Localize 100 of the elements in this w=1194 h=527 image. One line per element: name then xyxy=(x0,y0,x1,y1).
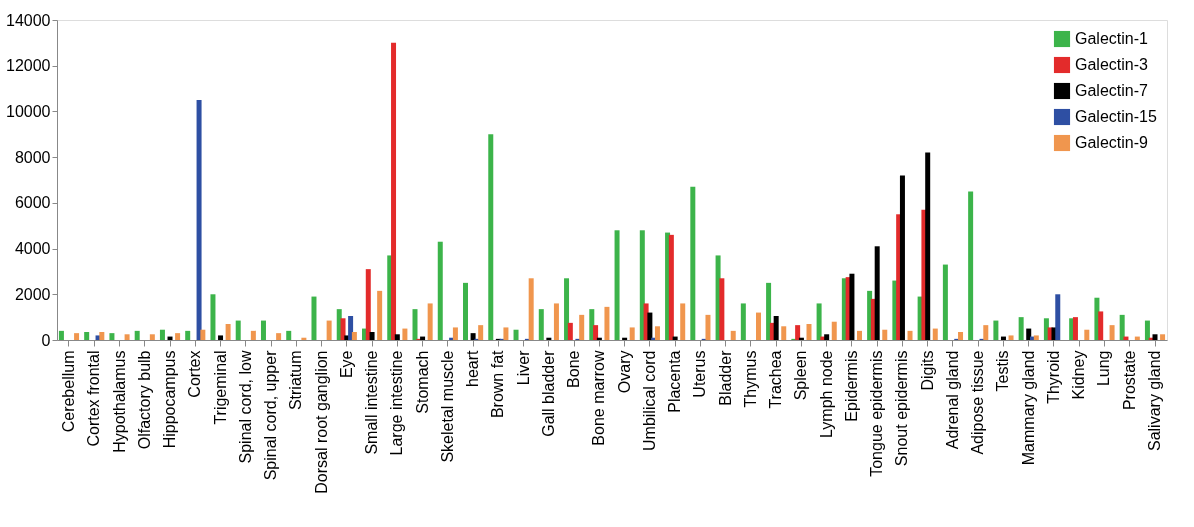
bar xyxy=(452,327,458,340)
x-tick-label: Spinal cord, low xyxy=(236,350,254,464)
bar xyxy=(1026,328,1032,340)
x-tick-label: Trigeminal xyxy=(211,350,229,425)
bar xyxy=(831,321,837,340)
legend-label: Galectin-7 xyxy=(1075,82,1149,99)
bar xyxy=(478,325,484,340)
bar xyxy=(84,332,90,340)
bar xyxy=(185,330,191,340)
bar xyxy=(58,330,64,340)
x-tick-label: Prostate xyxy=(1120,350,1138,411)
bar xyxy=(365,269,371,340)
bar xyxy=(589,309,595,340)
bar xyxy=(593,325,599,340)
bar xyxy=(351,332,357,340)
bar xyxy=(942,264,948,340)
bar xyxy=(412,309,418,340)
x-tick-label: Thyroid xyxy=(1044,350,1062,404)
x-tick-label: Hippocampus xyxy=(161,350,179,449)
bar xyxy=(391,42,397,340)
x-tick-label: Bladder xyxy=(716,349,734,406)
x-tick-label: Spleen xyxy=(792,350,810,401)
bar xyxy=(690,186,696,340)
bar xyxy=(596,337,602,340)
bar xyxy=(781,326,787,340)
bar xyxy=(730,330,736,340)
x-tick-label: Umbilical cord xyxy=(640,350,658,451)
x-tick-label: Stomach xyxy=(413,350,431,414)
bar xyxy=(755,312,761,340)
bar xyxy=(488,134,494,340)
bar xyxy=(286,330,292,340)
x-tick-label: Eye xyxy=(337,350,355,379)
y-tick-label: 0 xyxy=(41,331,51,349)
x-tick-label: Snout epidermis xyxy=(893,350,911,467)
x-tick-label: Skeletal muscle xyxy=(438,350,456,463)
legend-label: Galectin-9 xyxy=(1075,134,1149,151)
y-tick-label: 12000 xyxy=(6,57,51,75)
bar xyxy=(528,278,534,340)
bar xyxy=(1144,320,1150,340)
x-tick-label: Digits xyxy=(918,350,936,391)
bar xyxy=(210,294,216,340)
bar xyxy=(149,334,155,340)
x-tick-label: Bone xyxy=(565,350,583,388)
x-tick-label: Adrenal gland xyxy=(943,350,961,450)
bar xyxy=(1109,325,1115,340)
bar xyxy=(276,333,282,340)
bar xyxy=(654,326,660,340)
bar xyxy=(74,333,80,340)
bar xyxy=(311,296,317,340)
bar xyxy=(503,327,509,340)
x-tick-label: Striatum xyxy=(287,350,305,411)
bar xyxy=(766,282,772,340)
x-tick-label: Large intestine xyxy=(388,350,406,456)
x-tick-label: Olfactory bulb xyxy=(135,350,153,450)
x-tick-label: Dorsal root ganglion xyxy=(312,350,330,494)
bar xyxy=(134,330,140,340)
bar xyxy=(874,246,880,340)
bar xyxy=(932,328,938,340)
bar xyxy=(680,303,686,340)
bar xyxy=(218,335,224,340)
bar xyxy=(1098,311,1104,340)
bar xyxy=(564,278,570,340)
bar xyxy=(1008,335,1014,340)
bar xyxy=(538,309,544,340)
bar xyxy=(824,334,830,340)
x-tick-label: Trachea xyxy=(767,350,785,409)
bar xyxy=(1018,317,1024,340)
bar xyxy=(719,278,725,340)
bar xyxy=(983,325,989,340)
bar xyxy=(567,322,573,340)
x-tick-label: Tongue epidermis xyxy=(868,350,886,477)
bar xyxy=(109,333,115,340)
bar xyxy=(849,273,855,340)
x-tick-label: Cerebellum xyxy=(60,350,77,433)
x-tick-label: Thymus xyxy=(741,350,759,408)
bar xyxy=(546,337,552,340)
bar xyxy=(958,332,964,340)
bar xyxy=(513,329,519,340)
bar xyxy=(99,332,105,340)
x-tick-label: Gall bladder xyxy=(539,349,557,437)
x-tick-label: Ovary xyxy=(615,350,633,394)
bar xyxy=(470,333,476,340)
bar xyxy=(326,320,332,340)
x-tick-label: Salivary gland xyxy=(1146,350,1163,451)
y-tick-label: 10000 xyxy=(6,102,51,120)
bar xyxy=(427,303,433,340)
bar xyxy=(806,324,812,340)
bar xyxy=(579,314,585,340)
x-tick-label: Cortex xyxy=(186,350,204,398)
bar xyxy=(175,333,181,340)
x-tick-label: Testis xyxy=(994,350,1012,392)
legend-label: Galectin-15 xyxy=(1075,108,1157,125)
bar xyxy=(200,329,206,340)
bar xyxy=(968,191,974,340)
bar xyxy=(639,230,645,340)
bar xyxy=(260,320,266,340)
bar xyxy=(795,325,801,340)
bar xyxy=(604,306,610,340)
bar xyxy=(1033,335,1039,340)
y-tick-label: 2000 xyxy=(14,285,51,303)
